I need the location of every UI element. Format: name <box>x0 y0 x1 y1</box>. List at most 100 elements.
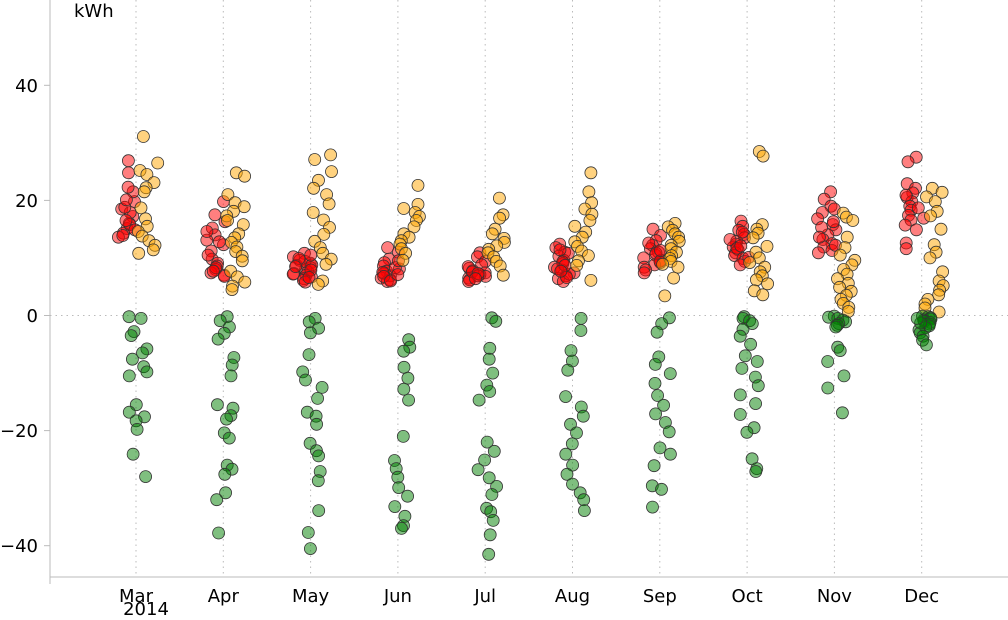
green-data-point <box>212 526 226 540</box>
green-data-point <box>213 314 227 328</box>
green-data-point <box>650 325 664 339</box>
orange-data-point <box>932 288 946 302</box>
red-data-point <box>116 229 130 242</box>
green-data-point <box>122 405 136 419</box>
green-data-point <box>647 459 661 473</box>
green-data-point <box>559 390 572 404</box>
orange-data-point <box>934 222 948 236</box>
orange-data-point <box>307 181 321 195</box>
axis-layer <box>49 0 1008 584</box>
red-data-point <box>469 272 482 286</box>
green-data-point <box>402 393 416 407</box>
orange-data-point <box>496 268 510 282</box>
green-data-point <box>833 344 847 358</box>
red-data-point <box>302 271 316 284</box>
x-tick-label: May <box>292 586 330 607</box>
red-data-point <box>910 223 923 237</box>
green-data-point <box>649 407 662 421</box>
orange-data-point <box>658 289 672 303</box>
green-data-point <box>219 486 233 500</box>
green-data-point <box>478 453 492 467</box>
green-data-point <box>211 332 225 346</box>
green-data-point <box>396 429 410 443</box>
green-data-point <box>744 337 757 351</box>
y-tick-label: −40 <box>0 536 38 557</box>
green-data-point <box>749 465 763 478</box>
red-data-point <box>813 230 826 244</box>
y-tick-label: −20 <box>0 421 38 442</box>
orange-data-point <box>583 214 597 227</box>
x-tick-label: Sep <box>643 586 677 607</box>
green-data-point <box>218 467 232 481</box>
green-data-point <box>738 349 752 363</box>
green-data-point <box>315 380 329 394</box>
red-data-point <box>553 243 567 257</box>
red-data-point <box>637 266 651 280</box>
red-data-point <box>899 242 913 256</box>
green-data-point <box>397 344 411 358</box>
orange-data-point <box>760 239 774 253</box>
orange-data-point <box>582 185 596 199</box>
green-data-point <box>648 376 662 390</box>
orange-data-point <box>756 149 770 163</box>
green-data-point <box>559 447 573 461</box>
orange-data-point <box>146 243 160 257</box>
green-data-point <box>560 467 574 481</box>
orange-data-point <box>325 165 338 179</box>
orange-data-point <box>306 206 320 219</box>
green-data-point <box>561 363 575 377</box>
green-data-point <box>210 398 224 412</box>
green-data-point <box>392 481 406 495</box>
green-data-point <box>139 470 153 484</box>
x-tick-label: Aug <box>555 586 590 607</box>
green-data-point <box>570 426 583 440</box>
orange-data-point <box>756 288 770 302</box>
green-data-point <box>126 447 140 461</box>
orange-data-point <box>743 256 757 270</box>
orange-data-point <box>667 271 680 285</box>
orange-data-point <box>746 231 760 245</box>
x-tick-label: Apr <box>208 586 240 607</box>
green-data-point <box>577 493 591 507</box>
orange-data-point <box>761 277 774 291</box>
green-data-point <box>486 366 500 380</box>
green-data-point <box>733 388 747 402</box>
green-data-point <box>130 422 144 436</box>
green-data-point <box>482 471 496 485</box>
green-data-point <box>664 447 677 461</box>
orange-data-point <box>840 230 854 244</box>
orange-data-point <box>923 251 937 265</box>
green-data-point <box>485 488 499 501</box>
red-data-point <box>554 264 568 278</box>
orange-data-point <box>317 227 331 241</box>
y-unit-label: kWh <box>74 1 114 22</box>
green-data-point <box>663 367 677 381</box>
green-data-point <box>574 324 588 337</box>
green-data-point <box>821 381 835 395</box>
orange-data-point <box>935 185 949 199</box>
red-data-point <box>898 218 912 232</box>
red-data-point <box>654 244 667 257</box>
orange-data-point <box>411 178 425 192</box>
green-data-point <box>578 504 591 518</box>
green-data-point <box>480 435 494 449</box>
green-data-point <box>910 311 924 325</box>
red-data-point <box>901 155 915 169</box>
orange-data-point <box>924 209 937 223</box>
green-data-point <box>310 417 324 431</box>
x-tick-label: Nov <box>817 586 852 607</box>
green-data-point <box>220 412 233 426</box>
green-data-point <box>565 437 579 451</box>
orange-data-point <box>132 246 146 260</box>
green-data-point <box>749 397 762 411</box>
green-data-point <box>751 379 765 393</box>
orange-data-point <box>235 254 249 268</box>
red-data-point <box>200 225 214 238</box>
green-data-point <box>657 398 670 412</box>
green-data-point <box>312 449 326 463</box>
green-data-point <box>302 348 316 362</box>
green-data-point <box>311 474 325 488</box>
green-data-point <box>303 542 317 555</box>
red-data-point <box>642 236 656 250</box>
green-data-point <box>125 352 139 366</box>
